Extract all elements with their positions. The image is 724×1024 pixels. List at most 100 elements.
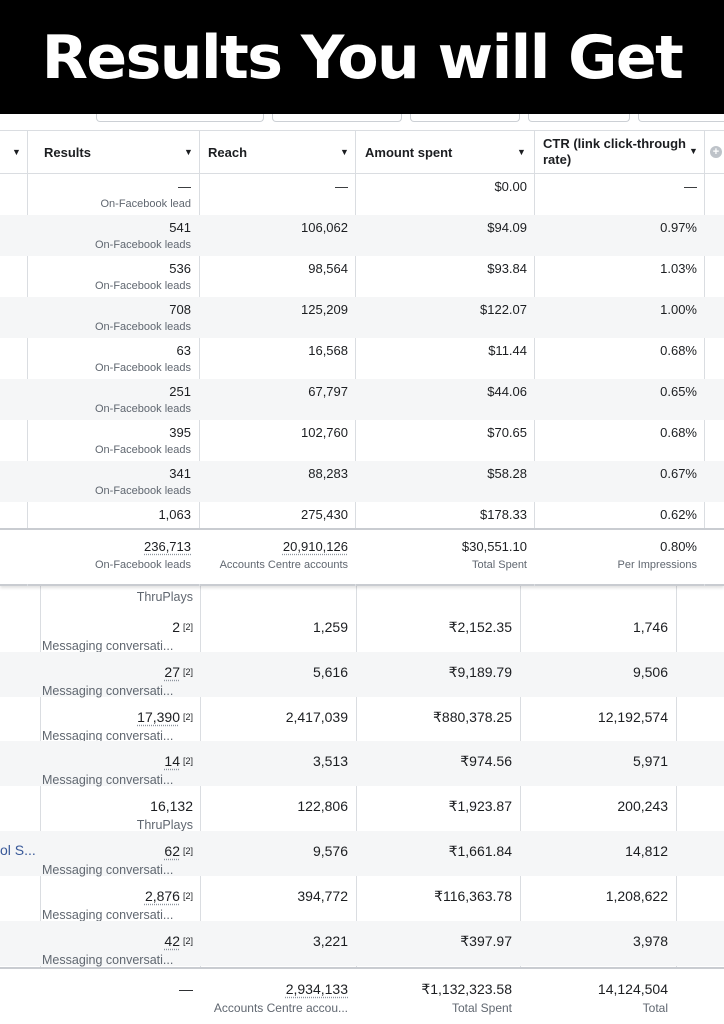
table-row[interactable]: 395 On-Facebook leads 102,760 $70.65 0.68%	[0, 420, 724, 461]
column-header-reach[interactable]: Reach ▼	[208, 131, 350, 173]
table-row[interactable]: 251 On-Facebook leads 67,797 $44.06 0.65%	[0, 379, 724, 420]
table-row[interactable]: 27 [2] Messaging conversati... 5,616 ₹9,189.…	[0, 652, 724, 700]
table-row[interactable]: 541 On-Facebook leads 106,062 $94.09 0.97%	[0, 215, 724, 256]
total-reach-sub: Accounts Centre accounts	[219, 559, 348, 571]
table-row[interactable]: — On-Facebook lead — $0.00 —	[0, 174, 724, 215]
amount-spent-cell: ₹974.56	[357, 752, 512, 770]
column-header-ctr[interactable]: CTR (link click-through rate) ▼	[543, 131, 703, 173]
impressions-value: 14,812	[625, 843, 668, 859]
total-impressions-sub: Total	[642, 1001, 668, 1015]
ctr-cell: 1.03%	[535, 261, 697, 277]
reach-value: 9,576	[312, 843, 348, 859]
amount-spent-value: ₹397.97	[460, 933, 512, 949]
table-row[interactable]: 536 On-Facebook leads 98,564 $93.84 1.03%	[0, 256, 724, 297]
reference-marker: [2]	[182, 891, 193, 901]
results-cell: 251 On-Facebook leads	[28, 384, 191, 417]
results-cell: 42 [2] Messaging conversati...	[42, 932, 193, 969]
amount-spent-cell: ₹397.97	[357, 932, 512, 950]
reach-cell: 2,417,039	[201, 708, 348, 726]
results-sub-label: On-Facebook leads	[95, 362, 191, 374]
table-row[interactable]: 42 [2] Messaging conversati... 3,221 ₹397.97…	[0, 921, 724, 969]
column-divider	[676, 578, 677, 1024]
amount-spent-value: $94.09	[487, 220, 527, 235]
plus-circle-icon[interactable]: +	[710, 146, 722, 158]
table-row[interactable]: 341 On-Facebook leads 88,283 $58.28 0.67%	[0, 461, 724, 502]
ctr-value: 0.68%	[660, 425, 697, 440]
impressions-value: 3,978	[632, 933, 668, 949]
column-header-amount-spent[interactable]: Amount spent ▼	[365, 131, 527, 173]
reach-value: 2,417,039	[285, 709, 348, 725]
table-row[interactable]: ol S... 62 [2] Messaging conversati... 9,576…	[0, 831, 724, 877]
table-row[interactable]: 2 [2] Messaging conversati... 1,259 ₹2,152.3…	[0, 607, 724, 653]
results-value[interactable]: 17,390	[137, 709, 180, 725]
ctr-cell: 0.68%	[535, 343, 697, 359]
results-value[interactable]: 42	[164, 933, 180, 949]
reach-cell: 102,760	[200, 425, 348, 441]
reach-value: 16,568	[308, 343, 348, 358]
results-value: 251	[169, 384, 191, 399]
amount-spent-cell: $58.28	[356, 466, 527, 482]
amount-spent-value: $44.06	[487, 384, 527, 399]
results-cell: 63 On-Facebook leads	[28, 343, 191, 376]
column-divider	[27, 130, 28, 586]
results-value: 63	[176, 343, 191, 358]
impressions-cell: 1,746	[521, 618, 668, 636]
reach-value: 3,513	[312, 753, 348, 769]
table-row[interactable]: 63 On-Facebook leads 16,568 $11.44 0.68%	[0, 338, 724, 379]
results-cell: 708 On-Facebook leads	[28, 302, 191, 335]
impressions-cell: 14,812	[521, 842, 668, 860]
reach-value: 275,430	[301, 507, 348, 522]
amount-spent-cell: ₹116,363.78	[357, 887, 512, 905]
results-value[interactable]: 2,876	[144, 888, 180, 904]
amount-spent-value: ₹1,661.84	[448, 843, 512, 859]
column-header-label: Results	[44, 144, 91, 160]
reference-marker: [2]	[182, 712, 193, 722]
impressions-value: 12,192,574	[597, 709, 668, 725]
reach-value: 122,806	[297, 798, 348, 814]
caret-down-icon: ▼	[184, 147, 193, 157]
impressions-value: 1,746	[632, 619, 668, 635]
results-value[interactable]: 14	[164, 753, 180, 769]
results-sub-label: Messaging conversati...	[42, 773, 174, 787]
table-row[interactable]: 17,390 [2] Messaging conversati... 2,417,03…	[0, 697, 724, 743]
campaign-name-link[interactable]: ol S...	[0, 842, 36, 858]
reach-cell: 394,772	[201, 887, 348, 905]
reference-marker: [2]	[182, 756, 193, 766]
results-sub-label: Messaging conversati...	[42, 639, 174, 653]
total-results-value[interactable]: 236,713	[144, 539, 191, 554]
results-cell: 395 On-Facebook leads	[28, 425, 191, 458]
table-row[interactable]: 16,132 ThruPlays 122,806 ₹1,923.87 200,243	[0, 786, 724, 832]
reach-cell: 3,221	[201, 932, 348, 950]
amount-spent-cell: $0.00	[356, 179, 527, 195]
results-value: 395	[169, 425, 191, 440]
amount-spent-value: $178.33	[480, 507, 527, 522]
results-sub-label: On-Facebook leads	[95, 280, 191, 292]
reach-value: 5,616	[312, 664, 348, 680]
amount-spent-value: ₹9,189.79	[448, 664, 512, 680]
results-cell: 27 [2] Messaging conversati...	[42, 663, 193, 700]
amount-spent-value: $11.44	[488, 343, 527, 358]
amount-spent-cell: $70.65	[356, 425, 527, 441]
column-header-results[interactable]: Results ▼	[44, 131, 194, 173]
results-sub-label: On-Facebook lead	[100, 198, 192, 210]
headline-title: Results You will Get	[41, 23, 684, 93]
table-row[interactable]: 14 [2] Messaging conversati... 3,513 ₹974.56…	[0, 741, 724, 789]
reference-marker: [2]	[182, 846, 193, 856]
results-cell: 14 [2] Messaging conversati...	[42, 752, 193, 789]
usd-totals-row: 236,713 On-Facebook leads 20,910,126 Acc…	[0, 528, 724, 584]
total-spent-value: $30,551.10	[461, 539, 527, 554]
reach-cell: 106,062	[200, 220, 348, 236]
column-header-previous[interactable]: ▼	[0, 131, 28, 173]
results-value[interactable]: 27	[164, 664, 180, 680]
total-reach-value[interactable]: 20,910,126	[282, 539, 348, 554]
total-reach-value[interactable]: 2,934,133	[285, 981, 348, 997]
table-row[interactable]: 1,063 275,430 $178.33 0.62%	[0, 502, 724, 528]
table-row[interactable]: 708 On-Facebook leads 125,209 $122.07 1.00%	[0, 297, 724, 338]
table-row[interactable]: 2,876 [2] Messaging conversati... 394,772 ₹1…	[0, 876, 724, 922]
total-impressions-value: 14,124,504	[597, 981, 668, 997]
column-header-label: rate)	[543, 152, 572, 167]
results-sub-label: Messaging conversati...	[42, 684, 174, 698]
results-value[interactable]: 62	[164, 843, 180, 859]
amount-spent-value: $0.00	[494, 179, 527, 194]
amount-spent-value: $122.07	[480, 302, 527, 317]
